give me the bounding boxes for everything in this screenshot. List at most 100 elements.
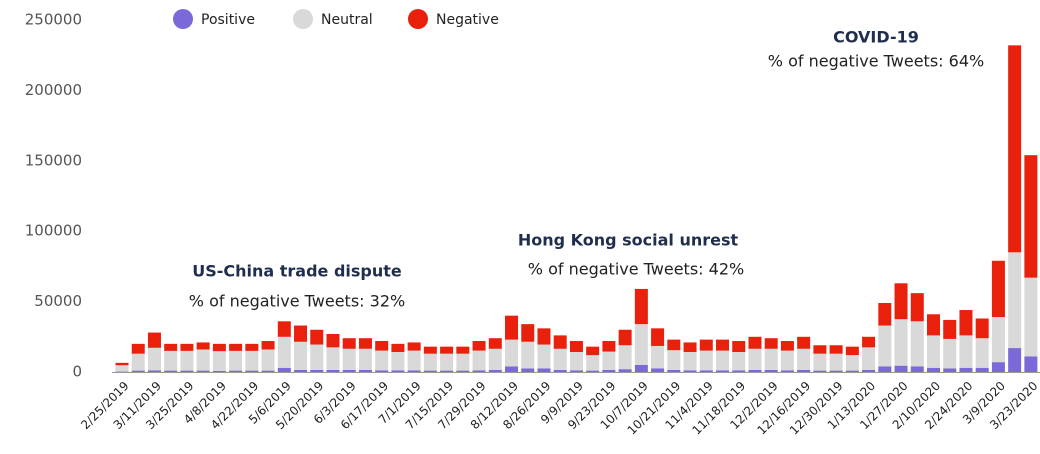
bar-segment <box>423 353 437 371</box>
annotation-text: % of negative Tweets: 32% <box>189 292 405 311</box>
bar-segment <box>212 351 226 371</box>
bar-segment <box>261 349 275 371</box>
bar-segment <box>229 370 243 372</box>
bar-segment <box>569 370 583 372</box>
bar-segment <box>748 336 762 349</box>
bar-segment <box>472 370 486 372</box>
bar-segment <box>927 367 940 372</box>
bar-segment <box>440 353 454 371</box>
bar-segment <box>894 319 908 366</box>
bar-segment <box>586 370 600 372</box>
bar-segment <box>1008 252 1022 349</box>
bar-segment <box>391 370 405 372</box>
bar-segment <box>748 348 762 370</box>
bar-segment <box>277 367 291 372</box>
bar-segment <box>521 341 535 369</box>
bar-segment <box>342 369 356 372</box>
bar-segment <box>991 362 1005 372</box>
bar-segment <box>521 324 535 342</box>
bar-segment <box>245 350 259 371</box>
bar-segment <box>342 338 356 349</box>
bar-segment <box>732 352 746 371</box>
bar-segment <box>180 350 194 371</box>
bar-segment <box>634 364 648 372</box>
bar-segment <box>813 353 827 371</box>
bar-segment <box>732 341 746 353</box>
annotation-title: COVID-19 <box>833 28 919 47</box>
annotation-text: % of negative Tweets: 64% <box>768 52 984 71</box>
bar-segment <box>472 341 486 351</box>
bar-segment <box>667 339 681 351</box>
bar-segment <box>1008 348 1022 372</box>
bar-segment <box>488 338 502 349</box>
y-tick-label: 0 <box>72 363 82 381</box>
bar-segment <box>683 342 697 353</box>
bar-segment <box>505 315 519 340</box>
annotation-title: Hong Kong social unrest <box>518 231 739 250</box>
legend-label: Negative <box>436 12 499 28</box>
bar-segment <box>115 365 129 372</box>
bar-segment <box>180 343 194 351</box>
bar-segment <box>407 370 421 372</box>
bar-segment <box>959 335 973 368</box>
bar-segment <box>602 351 616 370</box>
legend-label: Neutral <box>321 12 373 28</box>
bar-segment <box>764 369 778 372</box>
bar-segment <box>748 369 762 372</box>
bar-segment <box>277 336 291 368</box>
y-tick-label: 200000 <box>25 81 82 99</box>
bar-segment <box>813 345 827 354</box>
bar-segment <box>505 339 519 367</box>
y-tick-label: 250000 <box>25 11 82 29</box>
bar-segment <box>521 368 535 372</box>
bar-segment <box>488 348 502 370</box>
bar-segment <box>326 347 340 370</box>
bar-segment <box>780 341 794 351</box>
bar-segment <box>683 352 697 371</box>
bar-segment <box>131 353 145 371</box>
bar-segment <box>618 329 632 346</box>
bar-segment <box>699 339 713 351</box>
bar-segment <box>943 368 957 372</box>
bar-segment <box>910 366 924 372</box>
bar-segment <box>147 347 161 371</box>
bar-segment <box>862 369 876 372</box>
bar-segment <box>813 370 827 372</box>
bar-segment <box>586 346 600 356</box>
bar-segment <box>699 350 713 371</box>
bar-segment <box>212 370 226 372</box>
bar-segment <box>440 346 454 354</box>
bar-segment <box>764 338 778 349</box>
bar-segment <box>991 317 1005 363</box>
annotation-text: % of negative Tweets: 42% <box>528 260 744 279</box>
bar-segment <box>780 350 794 371</box>
bar-segment <box>196 349 210 371</box>
bar-segment <box>602 341 616 352</box>
bar-segment <box>472 350 486 371</box>
bar-segment <box>147 370 161 372</box>
bar-segment <box>358 348 372 370</box>
bar-segment <box>878 366 892 372</box>
legend-marker <box>408 9 428 29</box>
bar-segment <box>164 343 178 351</box>
bar-segment <box>797 369 811 372</box>
bar-segment <box>894 365 908 372</box>
bar-segment <box>310 344 324 370</box>
bar-segment <box>943 338 957 369</box>
bar-segment <box>651 368 665 372</box>
bar-segment <box>975 367 989 372</box>
bar-segment <box>261 370 275 372</box>
bar-segment <box>537 344 551 369</box>
bar-segment <box>845 346 859 356</box>
bar-segment <box>245 370 259 372</box>
bar-segment <box>553 369 567 372</box>
bar-segment <box>634 288 648 325</box>
bar-segment <box>342 348 356 370</box>
bar-segment <box>910 321 924 367</box>
bar-segment <box>716 339 730 351</box>
bar-segment <box>764 348 778 370</box>
bar-segment <box>975 318 989 339</box>
bar-segment <box>716 370 730 372</box>
